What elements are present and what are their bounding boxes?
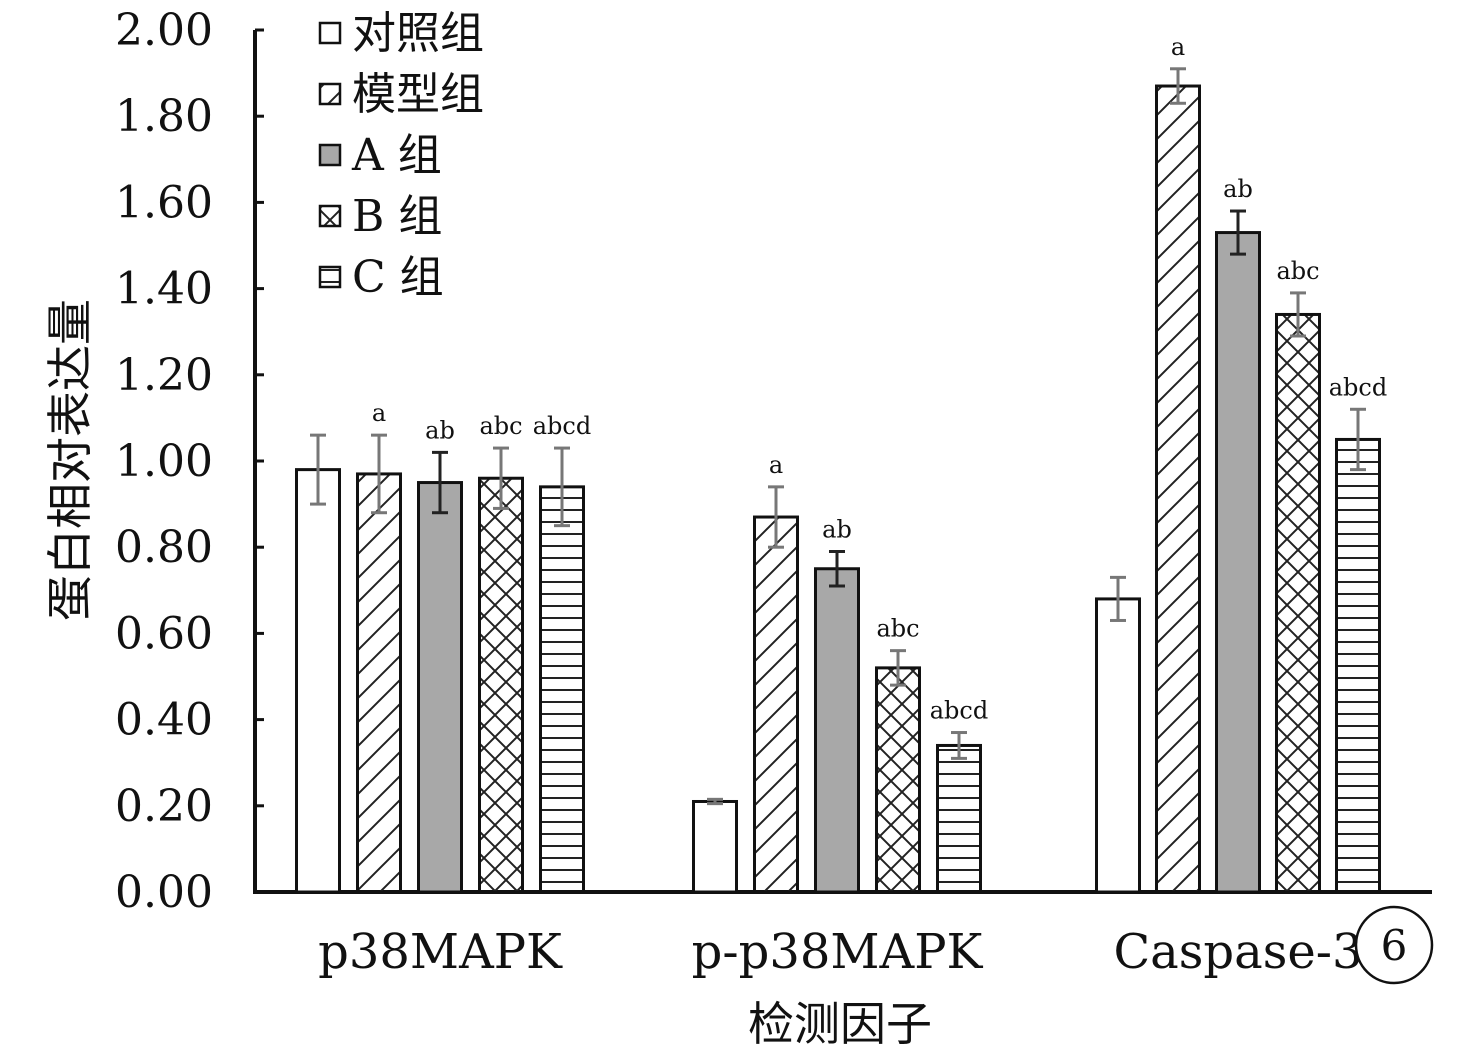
error-bar xyxy=(310,433,326,506)
error-bar xyxy=(707,797,723,806)
legend-swatch xyxy=(318,143,342,167)
figure-badge: 6 xyxy=(1354,905,1434,985)
axes: 0.00 0.20 0.40 0.60 0.80 1.00 1.20 1.40 1.60 1.80… xyxy=(115,5,1432,918)
x-category-label: p-p38MAPK xyxy=(692,924,984,980)
y-tick-label: 1.60 xyxy=(115,177,213,228)
y-tick-label: 0.40 xyxy=(115,695,213,746)
significance-label: abc xyxy=(1276,257,1319,285)
y-tick-label: 2.00 xyxy=(115,5,213,56)
legend-item: 对照组 xyxy=(318,8,484,59)
bar xyxy=(753,515,799,894)
y-tick-label: 1.20 xyxy=(115,350,213,401)
error-bar xyxy=(1170,67,1186,105)
error-bar xyxy=(1290,291,1306,338)
legend-label: B 组 xyxy=(352,191,442,242)
legend-swatch xyxy=(318,204,342,228)
bar xyxy=(814,567,860,894)
bar xyxy=(936,743,982,894)
legend-label: A 组 xyxy=(351,130,442,181)
y-tick-label: 0.20 xyxy=(115,781,213,832)
bar xyxy=(875,666,921,894)
bar xyxy=(356,472,402,894)
x-category-label: Caspase-3 xyxy=(1113,924,1362,980)
legend-swatch xyxy=(318,265,342,289)
error-bar xyxy=(493,446,509,510)
significance-label: a xyxy=(372,399,386,427)
x-category-label: p38MAPK xyxy=(318,924,563,980)
legend-swatch xyxy=(318,82,342,106)
bar xyxy=(539,485,585,894)
significance-label: a xyxy=(769,451,783,479)
error-bar xyxy=(1110,575,1126,622)
bar xyxy=(417,481,463,894)
bars: aab abc abcdp38MAPKaababcabcdp-p38MAPKaaba… xyxy=(295,33,1387,980)
bar xyxy=(692,799,738,894)
y-tick-label: 1.00 xyxy=(115,436,213,487)
significance-label: abc xyxy=(876,615,919,643)
y-tick-label: 1.80 xyxy=(115,91,213,142)
error-bar xyxy=(432,450,448,515)
significance-label: ab xyxy=(1223,175,1253,203)
x-axis-title: 检测因子 xyxy=(748,997,932,1051)
bar xyxy=(478,476,524,894)
y-axis-title: 蛋白相对表达量 xyxy=(43,299,97,621)
y-tick-label: 1.40 xyxy=(115,264,213,315)
bar xyxy=(295,468,341,894)
bar xyxy=(1095,597,1141,894)
error-bar xyxy=(829,550,845,588)
significance-label: ab xyxy=(425,416,455,444)
error-bar xyxy=(1350,407,1366,472)
error-bar xyxy=(890,649,906,687)
significance-label: ab xyxy=(822,516,852,544)
significance-label: abcd xyxy=(1329,373,1387,401)
error-bar xyxy=(951,731,967,760)
bar xyxy=(1275,312,1321,894)
legend-item: 模型组 xyxy=(318,69,484,120)
significance-label: abcd xyxy=(533,412,591,440)
badge-circle xyxy=(1354,905,1434,985)
error-bar xyxy=(768,485,784,549)
legend-label: 对照组 xyxy=(352,8,484,59)
significance-label: abcd xyxy=(930,697,988,725)
badge-number: 6 xyxy=(1381,921,1408,970)
bar xyxy=(1215,231,1261,894)
y-tick-label: 0.60 xyxy=(115,608,213,659)
legend-swatch xyxy=(318,21,342,45)
bar xyxy=(1335,437,1381,894)
legend-label: C 组 xyxy=(352,252,444,303)
legend-item: A 组 xyxy=(318,130,442,181)
legend-item: B 组 xyxy=(318,191,442,242)
significance-label: abc xyxy=(479,412,522,440)
error-bar xyxy=(1230,209,1246,256)
legend-item: C 组 xyxy=(318,252,444,303)
y-tick-label: 0.00 xyxy=(115,867,213,918)
error-bar xyxy=(554,446,570,528)
significance-label: a xyxy=(1171,33,1185,61)
error-bar xyxy=(371,433,387,515)
bar xyxy=(1155,84,1201,894)
y-tick-label: 0.80 xyxy=(115,522,213,573)
legend-label: 模型组 xyxy=(352,69,484,120)
